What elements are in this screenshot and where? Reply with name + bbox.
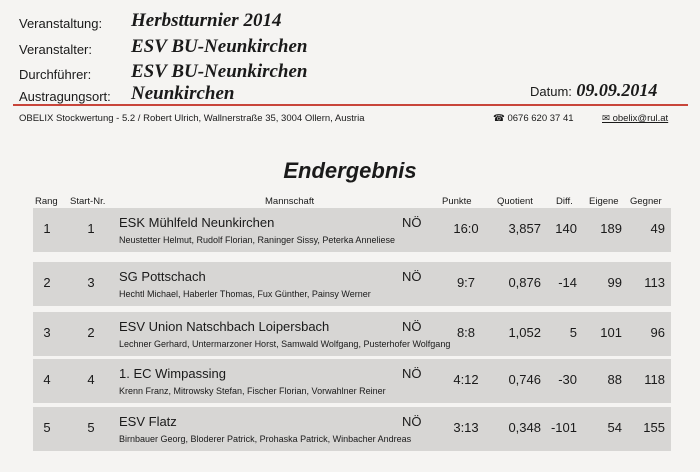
state-cell: NÖ (402, 319, 422, 334)
start-number-cell: 3 (87, 275, 95, 290)
rang-cell: 5 (43, 420, 51, 435)
col-gegner: Gegner (630, 196, 662, 207)
state-cell: NÖ (402, 414, 422, 429)
gegner-cell: 113 (644, 275, 665, 290)
start-number-cell: 4 (87, 372, 95, 387)
austragungsort-label: Austragungsort: (19, 89, 111, 104)
gegner-cell: 49 (650, 221, 665, 236)
player-list: Lechner Gerhard, Untermarzoner Horst, Sa… (119, 339, 451, 349)
durchfuehrer-value: ESV BU-Neunkirchen (131, 61, 308, 82)
austragungsort-value: Neunkirchen (131, 83, 235, 104)
team-name: ESV Flatz (119, 414, 177, 429)
col-quotient: Quotient (497, 196, 533, 207)
col-eigene: Eigene (589, 196, 619, 207)
punkte-cell: 4:12 (453, 372, 479, 387)
veranstalter-label: Veranstalter: (19, 42, 92, 57)
diff-cell: -14 (558, 275, 577, 290)
player-list: Neustetter Helmut, Rudolf Florian, Ranin… (119, 235, 395, 245)
durchfuehrer-label: Durchführer: (19, 67, 92, 82)
team-name: ESV Union Natschbach Loipersbach (119, 319, 330, 334)
punkte-cell: 3:13 (453, 420, 479, 435)
diff-cell: 140 (555, 221, 577, 236)
gegner-cell: 155 (643, 420, 665, 435)
team-name: ESK Mühlfeld Neunkirchen (119, 215, 275, 230)
col-diff: Diff. (556, 196, 573, 207)
veranstaltung-value: Herbstturnier 2014 (131, 10, 282, 31)
veranstalter-value: ESV BU-Neunkirchen (131, 36, 308, 57)
state-cell: NÖ (402, 269, 422, 284)
software-info: OBELIX Stockwertung - 5.2 / Robert Ulric… (19, 113, 365, 124)
player-list: Birnbauer Georg, Bloderer Patrick, Proha… (119, 434, 412, 444)
eigene-cell: 189 (600, 221, 622, 236)
eigene-cell: 88 (607, 372, 622, 387)
gegner-cell: 96 (650, 325, 665, 340)
datum-label: Datum: (530, 84, 572, 99)
header-veranstalter: Veranstalter: ESV BU-Neunkirchen (19, 36, 689, 60)
diff-cell: -101 (550, 420, 577, 435)
divider (13, 104, 688, 106)
datum: Datum: 09.09.2014 (530, 80, 690, 101)
col-rang: Rang (35, 196, 58, 207)
punkte-cell: 16:0 (453, 221, 479, 236)
state-cell: NÖ (402, 366, 422, 381)
header-austragungsort: Austragungsort: Neunkirchen (19, 83, 689, 107)
table-row: 4 4 1. EC Wimpassing Krenn Franz, Mitrowsky… (33, 359, 671, 403)
diff-cell: -30 (558, 372, 577, 387)
header-durchfuehrer: Durchführer: ESV BU-Neunkirchen (19, 61, 689, 85)
email-link[interactable]: ✉ obelix@rul.at (602, 113, 669, 124)
quotient-cell: 0,746 (508, 372, 541, 387)
punkte-cell: 8:8 (456, 325, 476, 340)
datum-value: 09.09.2014 (576, 80, 658, 100)
start-number-cell: 5 (87, 420, 95, 435)
start-number-cell: 1 (87, 221, 95, 236)
punkte-cell: 9:7 (456, 275, 476, 290)
header-veranstaltung: Veranstaltung: Herbstturnier 2014 (19, 10, 689, 34)
table-row: 5 5 ESV Flatz Birnbauer Georg, Bloderer Pat… (33, 407, 671, 451)
table-row: 2 3 SG Pottschach Hechtl Michael, Haberler … (33, 262, 671, 306)
rang-cell: 3 (43, 325, 51, 340)
rang-cell: 4 (43, 372, 51, 387)
rang-cell: 1 (43, 221, 51, 236)
col-mannschaft: Mannschaft (265, 196, 315, 207)
eigene-cell: 101 (600, 325, 622, 340)
player-list: Hechtl Michael, Haberler Thomas, Fux Gün… (119, 289, 371, 299)
veranstaltung-label: Veranstaltung: (19, 16, 103, 31)
quotient-cell: 0,876 (508, 275, 541, 290)
state-cell: NÖ (402, 215, 422, 230)
player-list: Krenn Franz, Mitrowsky Stefan, Fischer F… (119, 386, 386, 396)
eigene-cell: 99 (607, 275, 622, 290)
diff-cell: 5 (569, 325, 577, 340)
col-punkte: Punkte (442, 196, 472, 207)
team-name: SG Pottschach (119, 269, 206, 284)
team-name: 1. EC Wimpassing (119, 366, 226, 381)
phone-number: ☎ 0676 620 37 41 (493, 113, 574, 124)
quotient-cell: 0,348 (508, 420, 541, 435)
col-start: Start-Nr. (70, 196, 106, 207)
rang-cell: 2 (43, 275, 51, 290)
page-title: Endergebnis (283, 158, 417, 183)
info-bar: OBELIX Stockwertung - 5.2 / Robert Ulric… (19, 113, 684, 127)
table-row: 3 2 ESV Union Natschbach Loipersbach Lechne… (33, 312, 671, 356)
quotient-cell: 3,857 (508, 221, 541, 236)
start-number-cell: 2 (87, 325, 95, 340)
gegner-cell: 118 (644, 372, 665, 387)
eigene-cell: 54 (607, 420, 622, 435)
quotient-cell: 1,052 (508, 325, 541, 340)
table-row: 1 1 ESK Mühlfeld Neunkirchen Neustetter Hel… (33, 208, 671, 252)
